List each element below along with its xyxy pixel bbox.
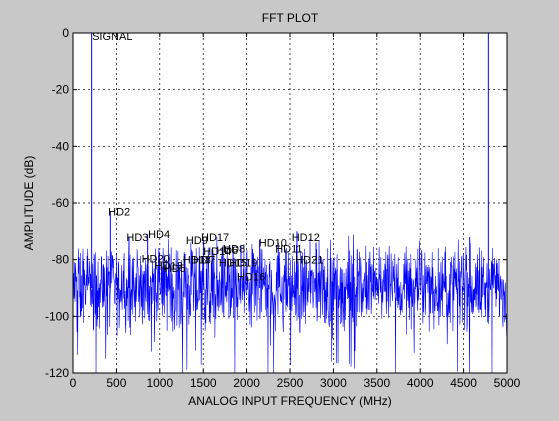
grid-lines (73, 33, 507, 373)
x-tick-label: 2000 (233, 376, 260, 390)
y-tick-label: -40 (52, 139, 70, 153)
spur-annotation: HD3 (126, 232, 148, 244)
x-tick-label: 1500 (190, 376, 217, 390)
x-tick-label: 1000 (146, 376, 173, 390)
y-tick-labels: 0 -20 -40 -60 -80 -100 -120 (45, 26, 69, 380)
spur-annotation: HD10 (259, 238, 287, 250)
spur-annotation: HD17 (201, 232, 229, 244)
y-tick-label: -80 (52, 253, 70, 267)
y-tick-label: -100 (45, 309, 69, 323)
spur-annotation: HD2 (108, 207, 130, 219)
chart-title: FFT PLOT (262, 11, 319, 25)
spur-annotation: HD9 (186, 235, 208, 247)
y-tick-label: -60 (52, 196, 70, 210)
spur-annotation: HD19 (229, 258, 257, 270)
spur-annotation: HD21 (295, 255, 323, 267)
spur-annotation: HD6 (216, 245, 238, 257)
x-tick-label: 4000 (407, 376, 434, 390)
fft-trace (72, 234, 508, 374)
y-tick-label: -20 (52, 83, 70, 97)
spur-markers (91, 33, 489, 288)
spur-annotation: HD13 (155, 260, 183, 272)
spur-annotation: HD4 (148, 229, 170, 241)
x-tick-label: 4500 (450, 376, 477, 390)
spur-annotation: HD20 (142, 253, 170, 265)
tick-marks (72, 32, 508, 374)
x-tick-label: 5000 (494, 376, 521, 390)
spur-annotation: HD15 (219, 258, 247, 270)
spur-annotation: HD12 (292, 232, 320, 244)
x-tick-label: 3500 (363, 376, 390, 390)
noise-floor-line (72, 234, 508, 374)
spur-annotation: HD11 (275, 243, 302, 255)
y-axis-label: AMPLITUDE (dB) (22, 156, 36, 251)
x-tick-label: 2500 (277, 376, 304, 390)
spur-annotation: HD14 (203, 246, 231, 258)
spur-annotation: HD7 (193, 255, 215, 267)
x-tick-label: 0 (70, 376, 77, 390)
spur-annotation: SIGNAL (92, 31, 132, 43)
spur-annotation: HD8 (223, 243, 245, 255)
x-tick-labels: 0 500 1000 1500 2000 2500 3000 3500 4000 4500 5000 (70, 376, 521, 390)
y-tick-label: -120 (45, 366, 69, 380)
x-tick-label: 3000 (320, 376, 347, 390)
y-tick-label: 0 (62, 26, 69, 40)
spur-annotation: HD18 (183, 255, 211, 267)
x-axis-label: ANALOG INPUT FREQUENCY (MHz) (188, 394, 392, 408)
x-tick-label: 500 (106, 376, 126, 390)
spur-annotation: HD16 (237, 272, 265, 284)
spur-annotation: HD5 (164, 263, 186, 275)
